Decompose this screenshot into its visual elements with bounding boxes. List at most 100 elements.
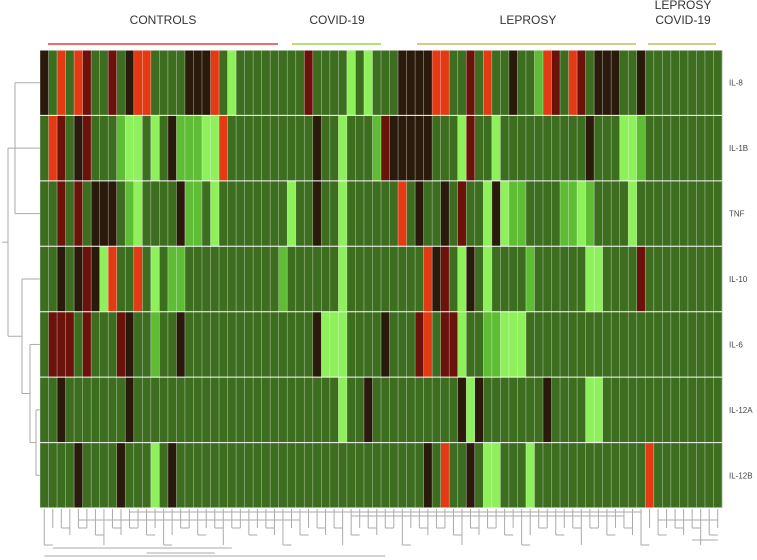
heatmap-cell xyxy=(65,311,75,378)
heatmap-cell xyxy=(150,377,160,443)
heatmap-cell xyxy=(193,246,203,313)
heatmap-cell xyxy=(619,246,629,313)
heatmap-cell xyxy=(653,50,663,116)
heatmap-cell xyxy=(628,442,638,509)
heatmap-cell xyxy=(594,50,603,116)
heatmap-cell xyxy=(338,50,348,116)
heatmap-cell xyxy=(662,115,672,182)
heatmap-cell xyxy=(415,180,424,247)
heatmap-cell xyxy=(696,180,706,247)
heatmap-cell xyxy=(116,442,126,509)
heatmap-cell xyxy=(696,442,706,509)
heatmap-cell xyxy=(338,115,348,182)
heatmap-cell xyxy=(125,246,135,313)
heatmap-cell xyxy=(133,246,143,313)
heatmap-cell xyxy=(287,50,297,116)
heatmap-cell xyxy=(704,311,714,378)
heatmap-cell xyxy=(287,442,297,509)
heatmap-cell xyxy=(74,311,83,378)
heatmap-cell xyxy=(508,442,518,509)
heatmap-cell xyxy=(321,50,331,116)
heatmap-cell xyxy=(602,246,612,313)
heatmap-cell xyxy=(713,442,723,509)
row-label: IL-1B xyxy=(729,144,748,153)
heatmap-cell xyxy=(133,50,143,116)
heatmap-cell xyxy=(142,246,152,313)
heatmap-cell xyxy=(57,442,66,509)
heatmap-cell xyxy=(372,50,382,116)
heatmap-cell xyxy=(440,180,450,247)
heatmap-cell xyxy=(534,311,544,378)
heatmap-cell xyxy=(321,377,331,443)
heatmap-cell xyxy=(577,180,586,247)
heatmap-cell xyxy=(594,246,603,313)
heatmap-cell xyxy=(295,377,305,443)
heatmap-cell xyxy=(713,311,723,378)
heatmap-cell xyxy=(704,377,714,443)
heatmap-cell xyxy=(662,50,672,116)
heatmap-cell xyxy=(406,442,416,509)
heatmap-cell xyxy=(329,246,339,313)
heatmap-cell xyxy=(491,50,501,116)
heatmap-cell xyxy=(40,50,49,116)
heatmap-cell xyxy=(636,115,646,182)
heatmap-cell xyxy=(193,180,203,247)
heatmap-cell xyxy=(423,377,433,443)
heatmap-cell xyxy=(670,115,680,182)
heatmap-cell xyxy=(551,180,561,247)
heatmap-cell xyxy=(577,115,586,182)
heatmap-cell xyxy=(398,50,407,116)
heatmap-cell xyxy=(176,246,186,313)
heatmap-cell xyxy=(304,246,314,313)
heatmap-cell xyxy=(193,50,203,116)
heatmap-cell xyxy=(432,180,441,247)
heatmap-cell xyxy=(363,377,373,443)
heatmap-cell xyxy=(236,246,245,313)
heatmap-cell xyxy=(261,115,271,182)
heatmap-cell xyxy=(82,246,92,313)
heatmap-cell xyxy=(312,180,322,247)
heatmap-cell xyxy=(125,115,135,182)
heatmap-cell xyxy=(227,180,237,247)
heatmap-cell xyxy=(142,180,152,247)
heatmap-cell xyxy=(440,311,450,378)
heatmap-cell xyxy=(542,311,552,378)
heatmap-cell xyxy=(312,442,322,509)
heatmap-cell xyxy=(517,246,527,313)
heatmap-cell xyxy=(585,115,595,182)
heatmap-cell xyxy=(466,115,476,182)
heatmap-cell xyxy=(704,442,714,509)
heatmap-cell xyxy=(82,442,92,509)
heatmap-cell xyxy=(99,115,109,182)
heatmap-cell xyxy=(312,311,322,378)
heatmap-cell xyxy=(167,246,177,313)
heatmap-cell xyxy=(227,50,237,116)
heatmap-cell xyxy=(184,246,194,313)
heatmap-cell xyxy=(338,442,348,509)
heatmap-cell xyxy=(381,180,390,247)
heatmap-cell xyxy=(491,311,501,378)
heatmap-cell xyxy=(679,180,689,247)
heatmap-cell xyxy=(568,246,578,313)
heatmap-cell xyxy=(628,311,638,378)
heatmap-cell xyxy=(91,180,100,247)
heatmap-cell xyxy=(491,442,501,509)
heatmap-cell xyxy=(423,115,433,182)
heatmap-cell xyxy=(304,50,314,116)
heatmap-cell xyxy=(270,377,280,443)
heatmap-cell xyxy=(125,50,135,116)
heatmap-cell xyxy=(116,246,126,313)
heatmap-cell xyxy=(687,115,697,182)
heatmap-cell xyxy=(525,180,535,247)
heatmap-cell xyxy=(253,311,262,378)
group-label: LEPROSY xyxy=(500,13,557,27)
heatmap-cell xyxy=(210,442,220,509)
heatmap-cell xyxy=(381,377,390,443)
heatmap-cell xyxy=(704,115,714,182)
heatmap-cell xyxy=(670,442,680,509)
heatmap-cell xyxy=(193,115,203,182)
heatmap-cell xyxy=(687,377,697,443)
heatmap-cell xyxy=(125,311,135,378)
heatmap-cell xyxy=(466,246,476,313)
